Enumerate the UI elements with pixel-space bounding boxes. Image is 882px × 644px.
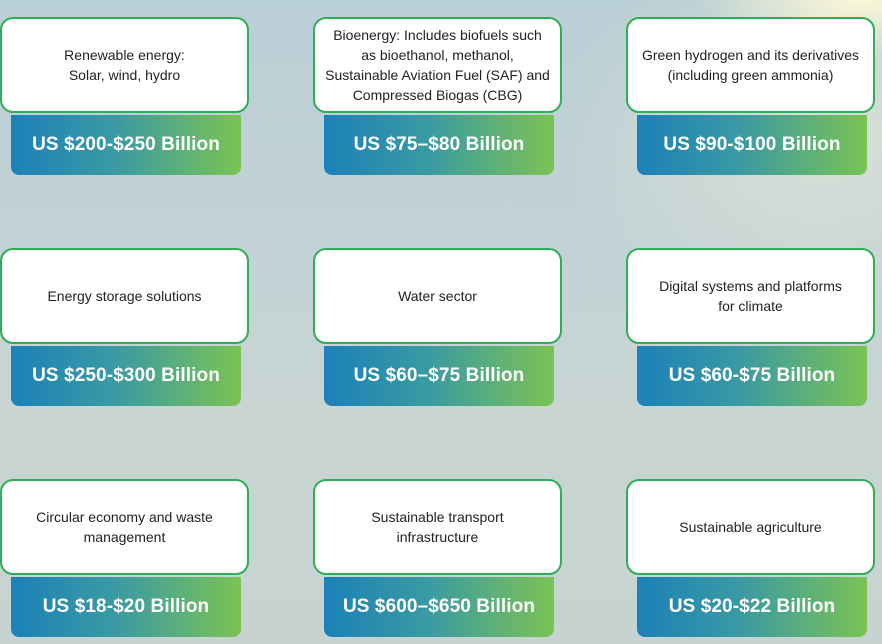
card-value: US $90-$100 Billion	[663, 134, 841, 155]
card-label: Digital systems and platforms for climat…	[659, 278, 842, 314]
card-renewable-energy: Renewable energy: Solar, wind, hydro US …	[0, 17, 253, 177]
card-value-box: US $60-$75 Billion	[637, 346, 867, 406]
card-label: Bioenergy: Includes biofuels such as bio…	[325, 27, 550, 103]
card-value: US $60–$75 Billion	[353, 365, 525, 386]
card-value-box: US $200-$250 Billion	[11, 115, 241, 175]
card-label-box: Water sector	[313, 248, 562, 344]
card-digital-systems: Digital systems and platforms for climat…	[626, 248, 879, 408]
card-label: Circular economy and waste management	[36, 509, 213, 545]
card-sustainable-transport: Sustainable transport infrastructure US …	[313, 479, 566, 639]
card-value: US $60-$75 Billion	[668, 365, 836, 386]
card-green-hydrogen: Green hydrogen and its derivatives (incl…	[626, 17, 879, 177]
card-value-box: US $60–$75 Billion	[324, 346, 554, 406]
card-energy-storage: Energy storage solutions US $250-$300 Bi…	[0, 248, 253, 408]
card-value-box: US $250-$300 Billion	[11, 346, 241, 406]
card-value-box: US $18-$20 Billion	[11, 577, 241, 637]
card-label: Sustainable agriculture	[679, 519, 822, 535]
card-label: Green hydrogen and its derivatives (incl…	[641, 47, 860, 83]
card-label-box: Digital systems and platforms for climat…	[626, 248, 875, 344]
card-value: US $18-$20 Billion	[42, 596, 210, 617]
card-value-box: US $90-$100 Billion	[637, 115, 867, 175]
card-label-box: Energy storage solutions	[0, 248, 249, 344]
card-value: US $250-$300 Billion	[32, 365, 220, 386]
card-value: US $200-$250 Billion	[32, 134, 220, 155]
card-label: Water sector	[398, 288, 477, 304]
card-value-box: US $75–$80 Billion	[324, 115, 554, 175]
card-label: Sustainable transport infrastructure	[371, 509, 504, 545]
card-label-box: Renewable energy: Solar, wind, hydro	[0, 17, 249, 113]
card-label-box: Circular economy and waste management	[0, 479, 249, 575]
card-value-box: US $20-$22 Billion	[637, 577, 867, 637]
card-value: US $75–$80 Billion	[353, 134, 525, 155]
card-label-box: Bioenergy: Includes biofuels such as bio…	[313, 17, 562, 113]
card-value: US $20-$22 Billion	[668, 596, 836, 617]
card-sustainable-agriculture: Sustainable agriculture US $20-$22 Billi…	[626, 479, 879, 639]
card-label-box: Sustainable agriculture	[626, 479, 875, 575]
card-water-sector: Water sector US $60–$75 Billion	[313, 248, 566, 408]
card-label: Energy storage solutions	[47, 288, 202, 304]
card-bioenergy: Bioenergy: Includes biofuels such as bio…	[313, 17, 566, 177]
card-label-box: Green hydrogen and its derivatives (incl…	[626, 17, 875, 113]
card-label: Renewable energy: Solar, wind, hydro	[64, 47, 185, 83]
card-value: US $600–$650 Billion	[342, 596, 536, 617]
card-circular-economy: Circular economy and waste management US…	[0, 479, 253, 639]
card-value-box: US $600–$650 Billion	[324, 577, 554, 637]
card-label-box: Sustainable transport infrastructure	[313, 479, 562, 575]
